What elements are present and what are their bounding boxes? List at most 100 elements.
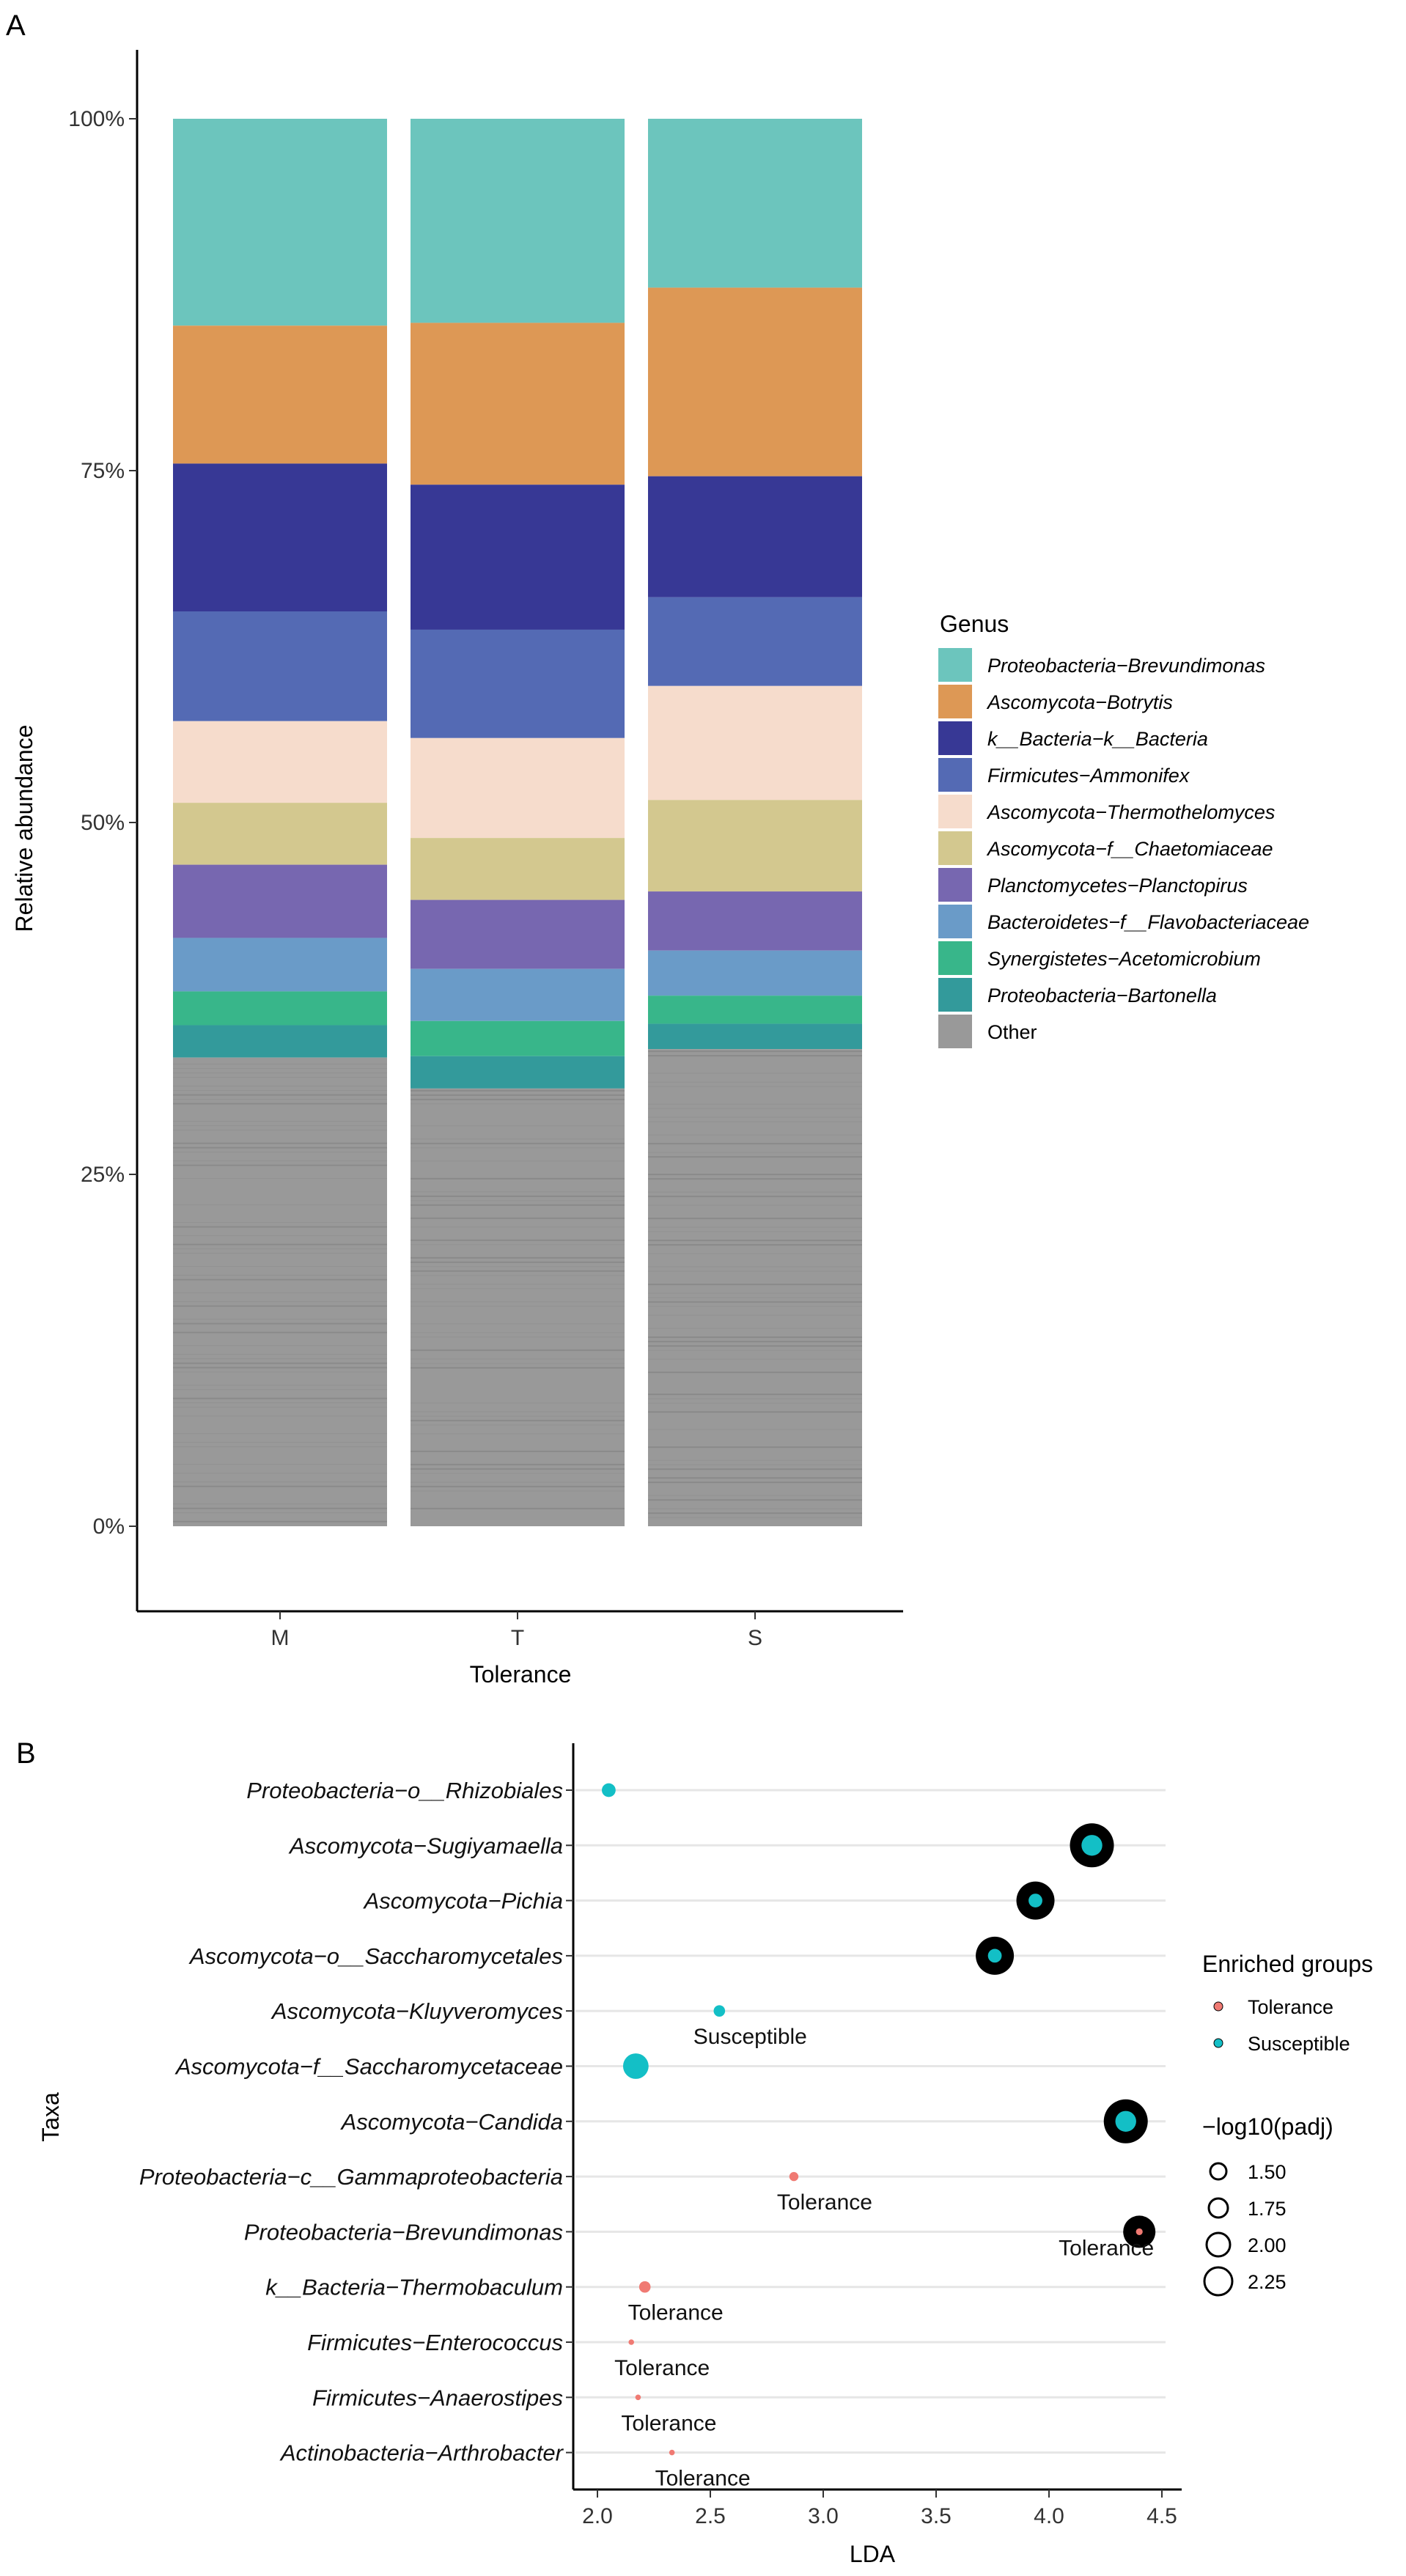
- x-tick-label-m: M: [271, 1626, 290, 1650]
- size-legend-label: 1.75: [1248, 2198, 1287, 2220]
- legend-label: Planctomycetes−Planctopirus: [987, 875, 1248, 897]
- bar-m-firmicutes-ammonifex: [173, 611, 387, 721]
- point-firmicutes-enterococcus: [628, 2339, 634, 2345]
- legend-label: Ascomycota−Thermothelomyces: [986, 801, 1275, 823]
- bar-s-firmicutes-ammonifex: [648, 597, 862, 686]
- legend-label: Firmicutes−Ammonifex: [987, 765, 1190, 787]
- size-legend-label: 1.50: [1248, 2161, 1287, 2183]
- y-tick-label: 100%: [68, 107, 125, 131]
- point-ascomycota-o-saccharomycetales: [987, 1948, 1002, 1963]
- y-tick-label: 25%: [81, 1163, 125, 1187]
- legend-label: Proteobacteria−Bartonella: [987, 985, 1217, 1007]
- point-actinobacteria-arthrobacter: [669, 2449, 675, 2456]
- lda-tick-label: 3.5: [921, 2504, 952, 2528]
- y-ticks: 0% 25% 50% 75% 100%: [68, 107, 137, 1539]
- bar-m-other: [173, 1057, 387, 1526]
- row-gridlines: [575, 1789, 1166, 2454]
- point-label-proteobacteria-c-gammaproteobacteria: Tolerance: [777, 2190, 872, 2215]
- bar-t-bacteroidetes-f-flavobacteriaceae: [411, 968, 625, 1021]
- taxa-label-ascomycota-kluyveromyces: Ascomycota−Kluyveromyces: [270, 1998, 563, 2024]
- legend-key-k-bacteria-k-bacteria: [938, 721, 972, 755]
- size-legend-label: 2.25: [1248, 2271, 1287, 2293]
- x-tick-label-s: S: [748, 1626, 762, 1650]
- point-ascomycota-kluyveromyces: [713, 2005, 726, 2017]
- point-firmicutes-anaerostipes: [635, 2394, 641, 2401]
- point-proteobacteria-brevundimonas: [1136, 2228, 1143, 2235]
- lda-tick-label: 4.0: [1034, 2504, 1064, 2528]
- point-label-firmicutes-enterococcus: Tolerance: [614, 2356, 710, 2380]
- bar-t-ascomycota-thermothelomyces: [411, 737, 625, 839]
- size-legend-label: 2.00: [1248, 2234, 1287, 2256]
- b-x-axis-title: LDA: [850, 2541, 896, 2567]
- legend-label: Synergistetes−Acetomicrobium: [987, 948, 1261, 970]
- bar-t-proteobacteria-brevundimonas: [411, 119, 625, 323]
- legend-key-ascomycota-botrytis: [938, 685, 972, 718]
- point-ascomycota-pichia: [1028, 1894, 1042, 1908]
- group-legend-label: Susceptible: [1248, 2033, 1350, 2055]
- size-legend-key: [1207, 2197, 1229, 2219]
- lda-tick-label: 3.0: [808, 2504, 839, 2528]
- bar-m-bacteroidetes-f-flavobacteriaceae: [173, 938, 387, 992]
- panel-label-a: A: [6, 10, 26, 42]
- taxa-label-k-bacteria-thermobaculum: k__Bacteria−Thermobaculum: [265, 2275, 563, 2300]
- legend-label: Proteobacteria−Brevundimonas: [987, 655, 1265, 677]
- point-proteobacteria-c-gammaproteobacteria: [789, 2171, 799, 2182]
- taxa-label-ascomycota-f-saccharomycetaceae: Ascomycota−f__Saccharomycetaceae: [174, 2054, 563, 2080]
- taxa-label-firmicutes-enterococcus: Firmicutes−Enterococcus: [307, 2330, 563, 2355]
- bar-s-other: [648, 1049, 862, 1526]
- size-legend-key: [1205, 2231, 1232, 2258]
- lda-dot-plot: Proteobacteria−o__Rhizobiales Ascomycota−…: [37, 1743, 1373, 2567]
- bar-m-synergistetes-acetomicrobium: [173, 991, 387, 1026]
- bar-s-proteobacteria-bartonella: [648, 1023, 862, 1050]
- bar-t-proteobacteria-bartonella: [411, 1056, 625, 1089]
- bar-s-k-bacteria-k-bacteria: [648, 476, 862, 597]
- y-tick-label: 0%: [93, 1515, 125, 1539]
- bar-m-k-bacteria-k-bacteria: [173, 463, 387, 611]
- bar-t-planctomycetes-planctopirus: [411, 899, 625, 969]
- taxa-label-ascomycota-candida: Ascomycota−Candida: [340, 2109, 563, 2135]
- taxa-label-ascomycota-o-saccharomycetales: Ascomycota−o__Saccharomycetales: [188, 1943, 563, 1969]
- taxa-label-proteobacteria-brevundimonas: Proteobacteria−Brevundimonas: [244, 2219, 563, 2245]
- legend-label: Bacteroidetes−f__Flavobacteriaceae: [987, 911, 1309, 933]
- legend-key-ascomycota-f-chaetomiaceae: [938, 831, 972, 865]
- bar-t-ascomycota-botrytis: [411, 323, 625, 485]
- point-ascomycota-sugiyamaella: [1081, 1835, 1103, 1856]
- legend-label: Ascomycota−f__Chaetomiaceae: [986, 838, 1273, 860]
- taxa-label-ascomycota-pichia: Ascomycota−Pichia: [363, 1888, 563, 1914]
- bar-s-proteobacteria-brevundimonas: [648, 119, 862, 288]
- point-ascomycota-candida: [1115, 2111, 1136, 2132]
- size-legend-key: [1209, 2162, 1228, 2181]
- bar-t-other: [411, 1088, 625, 1526]
- other-texture-s: [648, 1050, 862, 1518]
- point-label-firmicutes-anaerostipes: Tolerance: [621, 2411, 716, 2435]
- b-legends: Enriched groups −log10(padj) Tolerance Su…: [1202, 1951, 1373, 2297]
- bar-layer: [173, 119, 862, 1526]
- legend-key-planctomycetes-planctopirus: [938, 868, 972, 902]
- lda-ticks: 2.0 2.5 3.0 3.5 4.0 4.5: [582, 2489, 1177, 2528]
- y-axis-title: Relative abundance: [11, 725, 37, 932]
- lda-tick-label: 2.5: [695, 2504, 726, 2528]
- y-tick-label: 50%: [81, 811, 125, 835]
- bar-m-ascomycota-f-chaetomiaceae: [173, 803, 387, 865]
- taxa-label-firmicutes-anaerostipes: Firmicutes−Anaerostipes: [312, 2385, 563, 2410]
- bar-s-ascomycota-botrytis: [648, 287, 862, 476]
- legend-label: k__Bacteria−k__Bacteria: [987, 728, 1208, 750]
- points-layer: Susceptible Tolerance Tolerance Tolerance To…: [602, 1783, 1156, 2491]
- legend-key-ascomycota-thermothelomyces: [938, 795, 972, 828]
- taxa-label-proteobacteria-o-rhizobiales: Proteobacteria−o__Rhizobiales: [246, 1778, 563, 1803]
- bar-t-k-bacteria-k-bacteria: [411, 485, 625, 630]
- bar-m-ascomycota-thermothelomyces: [173, 721, 387, 803]
- point-label-ascomycota-kluyveromyces: Susceptible: [693, 2025, 807, 2049]
- bar-t-firmicutes-ammonifex: [411, 629, 625, 738]
- group-legend-key-susceptible: [1213, 2038, 1223, 2048]
- point-label-actinobacteria-arthrobacter: Tolerance: [655, 2467, 751, 2491]
- bar-s-ascomycota-thermothelomyces: [648, 685, 862, 801]
- x-tick-label-t: T: [511, 1626, 524, 1650]
- group-legend-title: Enriched groups: [1202, 1951, 1373, 1977]
- legend-key-firmicutes-ammonifex: [938, 758, 972, 792]
- group-legend-label: Tolerance: [1248, 1996, 1333, 2018]
- bar-m-proteobacteria-brevundimonas: [173, 119, 387, 326]
- bar-t-synergistetes-acetomicrobium: [411, 1020, 625, 1056]
